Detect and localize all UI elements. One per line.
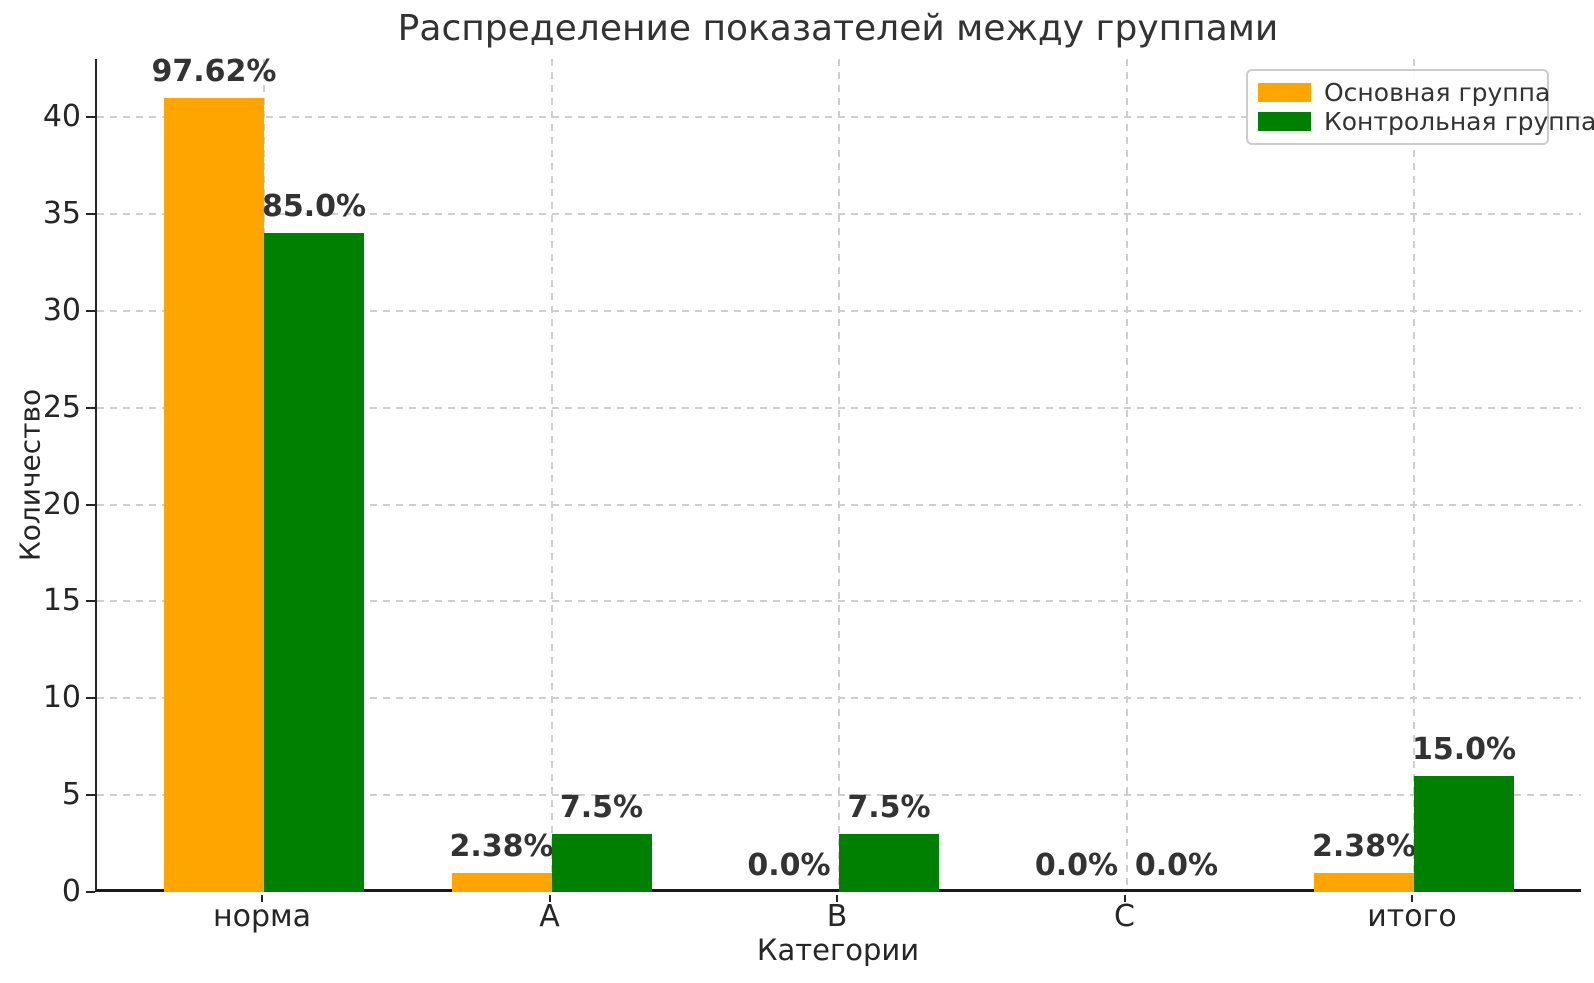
x-tick-label: A xyxy=(539,899,560,934)
y-tick-mark xyxy=(86,116,95,119)
bar-value-label: 0.0% xyxy=(747,848,831,883)
bar-value-label: 97.62% xyxy=(151,53,277,89)
bar-s1-A xyxy=(551,833,652,892)
y-tick-mark xyxy=(86,309,95,312)
y-tick-mark xyxy=(86,697,95,700)
gridline-vertical xyxy=(1413,59,1415,889)
bar-s0-итого xyxy=(1314,872,1414,892)
y-tick-label: 40 xyxy=(42,99,81,135)
y-tick-label: 5 xyxy=(61,777,81,813)
x-tick-label: норма xyxy=(212,899,312,934)
x-tick-label: B xyxy=(826,899,848,934)
y-tick-mark xyxy=(86,212,95,215)
x-tick-label: итого xyxy=(1367,899,1457,934)
y-tick-mark xyxy=(86,503,95,506)
y-tick-mark xyxy=(86,600,95,603)
bar-value-label: 0.0% xyxy=(1034,848,1119,883)
x-tick-label: C xyxy=(1114,899,1135,934)
legend: Основная группа Контрольная группа xyxy=(1246,69,1594,145)
bar-value-label: 7.5% xyxy=(847,789,931,825)
legend-item-main-group: Основная группа xyxy=(1258,80,1550,105)
y-tick-mark xyxy=(86,794,95,797)
x-axis-label: Категории xyxy=(756,933,920,967)
y-tick-label: 10 xyxy=(42,680,81,716)
gridline-vertical xyxy=(838,59,840,889)
bar-s1-итого xyxy=(1414,775,1514,892)
legend-item-control-group: Контрольная группа xyxy=(1258,109,1594,134)
bar-value-label: 15.0% xyxy=(1411,731,1517,767)
plot-area: 97.62% 2.38% 0.0% 0.0% 2.38% 85.0% 7.5% 7.5% 0.0… xyxy=(95,54,1581,892)
gridline-vertical xyxy=(550,59,553,889)
bar-value-label: 0.0% xyxy=(1134,848,1219,883)
x-tick-mark xyxy=(1123,895,1126,902)
x-tick-mark xyxy=(836,895,838,902)
x-tick-mark xyxy=(1411,895,1413,902)
chart-title: Распределение показателей между группами xyxy=(397,8,1279,49)
x-tick-mark xyxy=(261,895,263,902)
bar-s1-норма xyxy=(264,233,364,892)
gridline-vertical xyxy=(1125,59,1128,889)
y-tick-label: 30 xyxy=(42,292,81,328)
bar-s1-B xyxy=(839,833,939,892)
legend-swatch-control-group xyxy=(1258,112,1311,132)
bar-s0-норма xyxy=(164,97,264,892)
bar-s0-A xyxy=(451,872,552,892)
bar-value-label: 2.38% xyxy=(1311,828,1417,864)
y-tick-label: 0 xyxy=(61,874,81,909)
bar-value-label: 2.38% xyxy=(449,828,554,864)
y-tick-label: 25 xyxy=(42,389,81,425)
y-tick-label: 20 xyxy=(42,486,81,522)
y-tick-mark xyxy=(86,891,95,893)
legend-label-control-group: Контрольная группа xyxy=(1324,107,1594,137)
x-tick-mark xyxy=(548,895,551,902)
legend-swatch-main-group xyxy=(1258,82,1311,102)
y-tick-mark xyxy=(86,406,95,409)
y-tick-label: 15 xyxy=(42,583,81,619)
y-tick-label: 35 xyxy=(42,195,81,231)
legend-label-main-group: Основная группа xyxy=(1324,77,1551,107)
bar-value-label: 85.0% xyxy=(261,189,367,225)
bar-value-label: 7.5% xyxy=(559,789,644,825)
